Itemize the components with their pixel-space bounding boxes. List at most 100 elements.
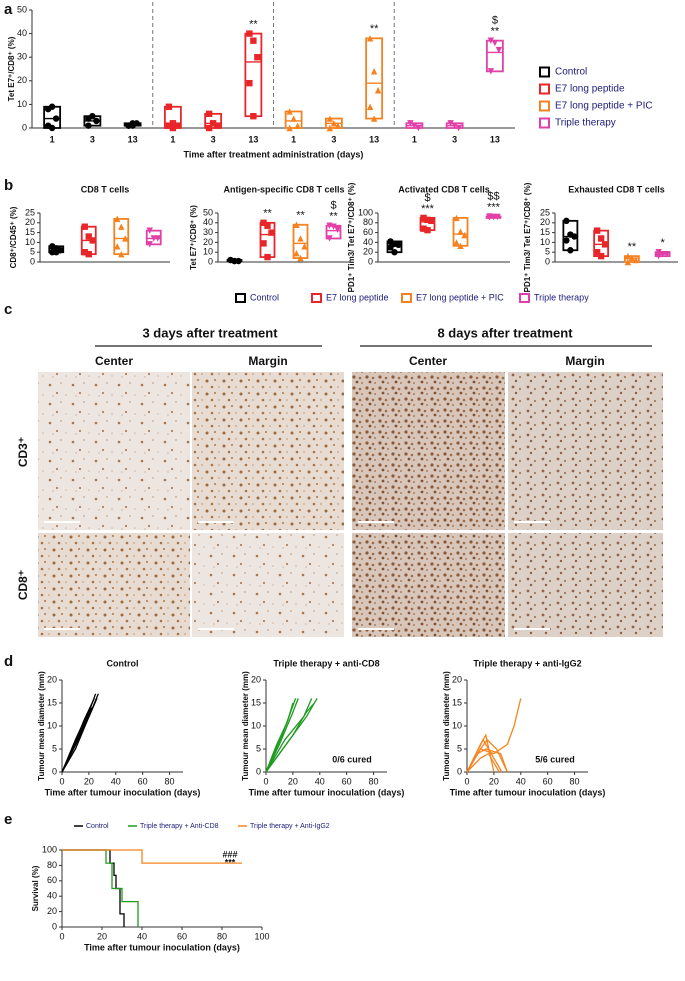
significance-label: ** [329, 211, 338, 223]
panel-label: d [4, 653, 13, 670]
significance-label: * [660, 237, 665, 249]
panel-label: b [4, 177, 13, 194]
y-tick-label: 20 [452, 674, 462, 684]
y-tick-label: 60 [47, 875, 57, 885]
micrograph [352, 533, 505, 637]
y-axis-label: CD8⁺/CD45⁺ (%) [9, 206, 18, 268]
y-tick-label: 5 [30, 247, 35, 257]
legend-swatch [401, 293, 412, 303]
y-tick-label: 10 [540, 237, 550, 247]
legend-swatch [539, 117, 550, 129]
data-point [563, 217, 570, 225]
box [204, 112, 223, 129]
x-tick-label: 0 [59, 931, 64, 941]
data-point [129, 122, 136, 129]
data-point [326, 115, 334, 122]
data-point [563, 237, 570, 244]
y-tick-label: 0 [545, 256, 550, 266]
data-point [154, 235, 161, 242]
box [284, 110, 303, 129]
significance-label: ** [263, 208, 272, 220]
annotation: 5/6 cured [535, 754, 575, 764]
data-point [297, 254, 304, 262]
significance-label: *** [487, 201, 501, 213]
box [244, 32, 263, 118]
data-line [61, 707, 91, 773]
data-point [114, 243, 121, 250]
data-point [293, 249, 300, 257]
y-tick-label: 20 [17, 75, 27, 85]
data-point [624, 252, 632, 260]
legend-swatch [519, 293, 530, 303]
x-tick-label: 20 [97, 931, 107, 941]
data-point [81, 223, 88, 230]
data-point [447, 120, 454, 127]
significance-label: $ [424, 192, 430, 204]
data-point [165, 122, 173, 129]
x-tick-label: 0 [59, 776, 64, 786]
legend-swatch [235, 293, 246, 303]
y-tick-label: 10 [203, 247, 213, 257]
x-tick-label: 13 [128, 134, 138, 144]
data-point [146, 227, 153, 234]
x-tick-label: 60 [138, 776, 148, 786]
data-point [326, 124, 334, 132]
significance-label: $ [330, 200, 336, 212]
x-tick-label: 0 [263, 776, 268, 786]
data-point [268, 229, 275, 236]
box [145, 229, 162, 246]
data-point [81, 249, 88, 256]
significance-label: $ [492, 15, 498, 27]
data-point [169, 120, 177, 127]
data-point [424, 216, 431, 224]
data-point [122, 235, 129, 242]
data-point [89, 237, 96, 244]
y-axis-label: Tet E7⁺/CD8⁺ (%) [7, 36, 16, 101]
y-tick-label: 0 [457, 766, 462, 776]
x-tick-label: 20 [84, 776, 94, 786]
x-tick-label: 20 [489, 776, 499, 786]
data-line [466, 738, 503, 773]
data-point [53, 249, 60, 256]
y-tick-label: 0 [208, 256, 213, 266]
data-point [205, 124, 213, 132]
data-point [118, 250, 125, 258]
data-point [663, 250, 670, 258]
data-point [628, 254, 636, 262]
x-tick-label: 1 [412, 134, 417, 144]
micrograph [192, 533, 344, 637]
data-point [461, 231, 468, 239]
data-point [209, 120, 217, 127]
chart-title: Triple therapy + anti-CD8 [273, 658, 379, 668]
x-tick-label: 80 [570, 776, 580, 786]
data-point [374, 87, 382, 94]
data-line [265, 702, 315, 773]
legend-label: E7 long peptide [555, 84, 625, 95]
data-point [52, 115, 60, 122]
chart-title: Exhausted CD8 T cells [568, 184, 665, 194]
data-line [265, 698, 313, 773]
data-point [451, 122, 458, 129]
data-point [334, 122, 342, 129]
data-line [61, 698, 98, 773]
y-tick-label: 40 [363, 237, 373, 247]
data-point [655, 252, 662, 260]
x-tick-label: 60 [342, 776, 352, 786]
row-label: CD8⁺ [16, 570, 30, 600]
data-point [453, 214, 460, 222]
data-point [85, 233, 92, 240]
chart-title: Antigen-specific CD8 T cells [223, 184, 344, 194]
chart-title: Control [107, 658, 139, 668]
x-axis-label: Time after tumour inoculation (days) [450, 787, 606, 797]
y-tick-label: 50 [17, 4, 27, 14]
data-point [567, 247, 574, 254]
data-point [118, 223, 125, 230]
y-axis-label: Survival (%) [31, 865, 40, 911]
data-point [428, 217, 435, 225]
data-point [593, 249, 601, 256]
data-point [494, 213, 501, 221]
data-line [62, 849, 139, 927]
data-point [571, 233, 578, 240]
annotation: *** [225, 857, 236, 867]
annotation: ### [222, 849, 237, 859]
